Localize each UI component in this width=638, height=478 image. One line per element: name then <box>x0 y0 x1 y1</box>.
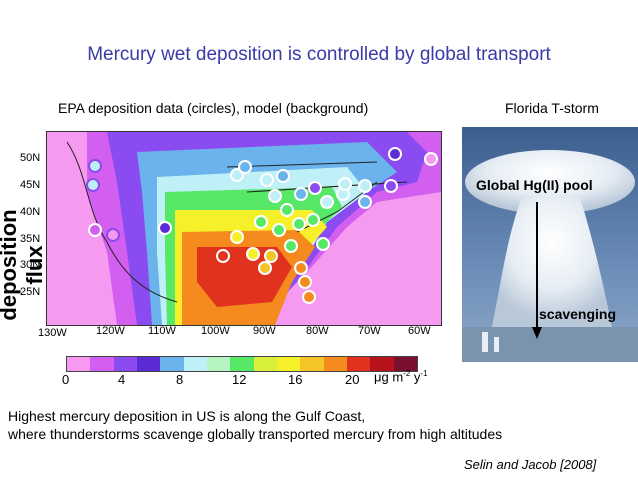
epa-site <box>86 178 100 192</box>
lat-tick: 35N <box>20 233 41 245</box>
colorbar-swatch <box>393 357 417 371</box>
colorbar-swatch <box>253 357 277 371</box>
epa-site <box>260 173 274 187</box>
lat-tick: 25N <box>20 286 41 298</box>
colorbar-tick: 16 <box>288 372 303 387</box>
epa-sites <box>86 147 438 304</box>
epa-site <box>358 195 372 209</box>
units-mid: y <box>410 369 421 385</box>
epa-site <box>106 228 120 242</box>
lat-tick: 30N <box>20 259 41 271</box>
colorbar-swatch <box>206 357 231 371</box>
colorbar-swatch <box>136 357 161 371</box>
colorbar-swatch <box>67 357 91 371</box>
colorbar-swatch <box>90 357 114 371</box>
epa-site <box>424 152 438 166</box>
epa-site <box>88 159 102 173</box>
epa-site <box>320 195 334 209</box>
epa-site <box>302 290 316 304</box>
colorbar <box>66 356 418 372</box>
hg-pool-label: Global Hg(II) pool <box>476 177 593 193</box>
epa-site <box>308 181 322 195</box>
colorbar-swatch <box>160 357 184 371</box>
epa-site <box>298 275 312 289</box>
epa-site <box>280 203 294 217</box>
lon-tick: 80W <box>306 325 329 337</box>
epa-site <box>306 213 320 227</box>
epa-site <box>238 160 252 174</box>
colorbar-swatch <box>370 357 394 371</box>
epa-site <box>338 177 352 191</box>
epa-site <box>158 221 172 235</box>
epa-site <box>268 189 282 203</box>
epa-site <box>246 247 260 261</box>
units-exp-1: -2 <box>403 369 411 378</box>
lon-tick: 60W <box>408 325 431 337</box>
epa-site <box>264 249 278 263</box>
epa-site <box>230 168 244 182</box>
epa-site <box>292 217 306 231</box>
map-borders <box>66 141 408 303</box>
colorbar-swatch <box>230 357 254 371</box>
colorbar-swatch <box>113 357 137 371</box>
epa-site <box>216 249 230 263</box>
epa-site <box>276 169 290 183</box>
map-caption: EPA deposition data (circles), model (ba… <box>58 100 369 116</box>
epa-site <box>388 147 402 161</box>
deposition-map <box>46 131 442 326</box>
photo-caption: Florida T-storm <box>505 100 599 116</box>
lat-tick: 50N <box>20 152 41 164</box>
epa-site <box>254 215 268 229</box>
colorbar-tick: 0 <box>62 372 70 387</box>
colorbar-swatch <box>300 357 324 371</box>
lon-tick: 120W <box>96 325 125 337</box>
epa-site <box>384 179 398 193</box>
lon-tick: 90W <box>253 325 276 337</box>
colorbar-units: μg m-2 y-1 <box>374 369 428 384</box>
epa-site <box>294 261 308 275</box>
epa-site <box>88 223 102 237</box>
slide-title: Mercury wet deposition is controlled by … <box>87 44 551 65</box>
colorbar-swatch <box>276 357 301 371</box>
colorbar-swatch <box>323 357 347 371</box>
lon-tick: 100W <box>201 325 230 337</box>
thunderstorm-photo-svg <box>462 127 638 362</box>
units-exp-2: -1 <box>420 369 428 378</box>
colorbar-tick: 20 <box>345 372 360 387</box>
epa-site <box>272 223 286 237</box>
epa-site <box>284 239 298 253</box>
citation: Selin and Jacob [2008] <box>464 457 597 472</box>
lon-tick: 110W <box>148 325 176 337</box>
epa-site <box>230 230 244 244</box>
scavenging-label: scavenging <box>539 306 617 322</box>
summary-line-1: Highest mercury deposition in US is alon… <box>8 408 366 424</box>
colorbar-tick: 4 <box>118 372 126 387</box>
epa-site <box>358 179 372 193</box>
thunderstorm-photo <box>462 127 638 362</box>
summary-line-2: where thunderstorms scavenge globally tr… <box>8 426 503 442</box>
epa-site <box>294 187 308 201</box>
colorbar-swatch <box>183 357 207 371</box>
units-base: μg m <box>374 369 404 385</box>
lon-tick: 70W <box>358 325 381 337</box>
colorbar-tick: 12 <box>232 372 247 387</box>
lat-tick: 45N <box>20 179 41 191</box>
epa-site <box>258 261 272 275</box>
epa-site <box>316 237 330 251</box>
colorbar-swatch <box>346 357 371 371</box>
lon-tick: 130W <box>38 327 67 339</box>
deposition-map-svg <box>47 132 441 325</box>
lat-tick: 40N <box>20 206 41 218</box>
colorbar-tick: 8 <box>176 372 184 387</box>
